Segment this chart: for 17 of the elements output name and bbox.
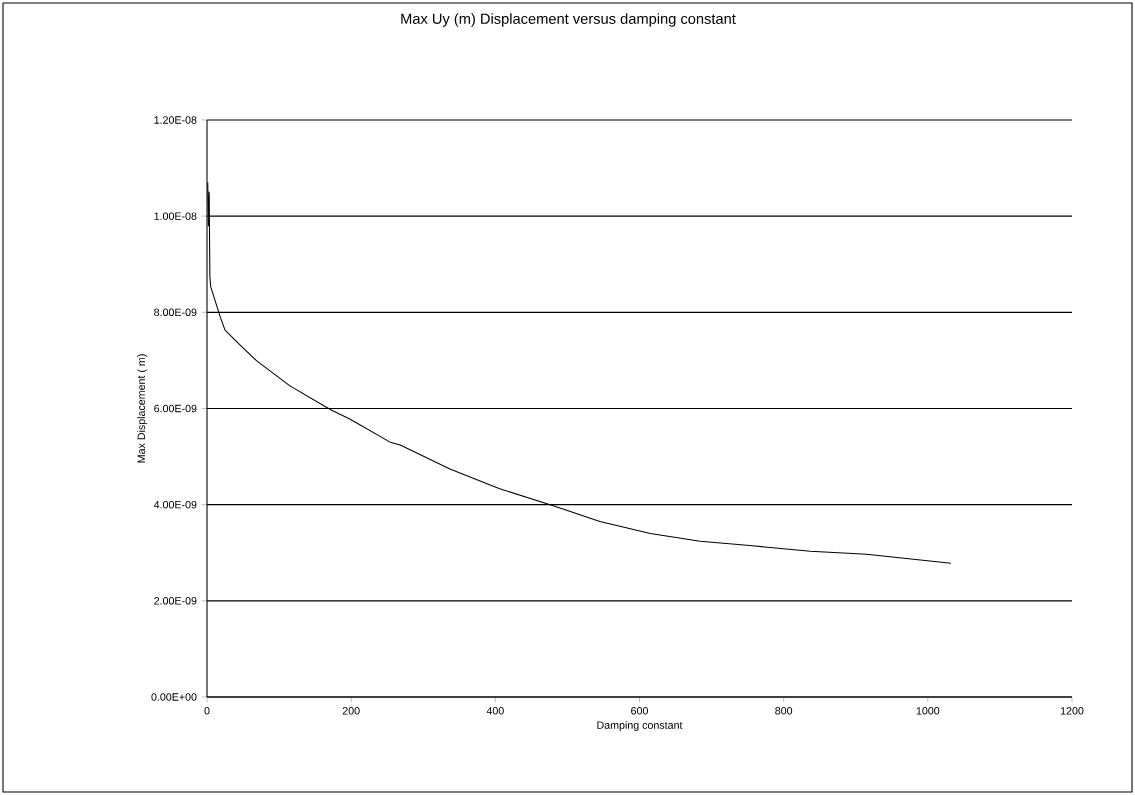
x-axis-title: Damping constant [597, 721, 683, 732]
x-tick-label: 800 [775, 707, 793, 715]
y-tick-label: 2.00E-09 [154, 597, 197, 605]
y-axis-title: Max Displacement ( m) [137, 354, 148, 463]
x-tick-label: 1000 [916, 707, 940, 715]
x-tick-label: 0 [204, 707, 210, 715]
x-tick-label: 200 [342, 707, 360, 715]
y-tick-label: 1.00E-08 [154, 212, 197, 220]
x-tick-label: 400 [486, 707, 504, 715]
chart-title: Max Uy (m) Displacement versus damping constant [401, 13, 736, 27]
y-tick-label: 8.00E-09 [154, 308, 197, 317]
x-tick-label: 1200 [1060, 707, 1084, 715]
x-tick-label: 600 [631, 707, 648, 715]
y-tick-label: 6.00E-09 [154, 404, 197, 413]
y-tick-label: 4.00E-09 [153, 500, 197, 509]
y-tick-label: 1.20E-08 [154, 116, 197, 124]
y-tick-label: 0.00E+00 [151, 693, 197, 701]
